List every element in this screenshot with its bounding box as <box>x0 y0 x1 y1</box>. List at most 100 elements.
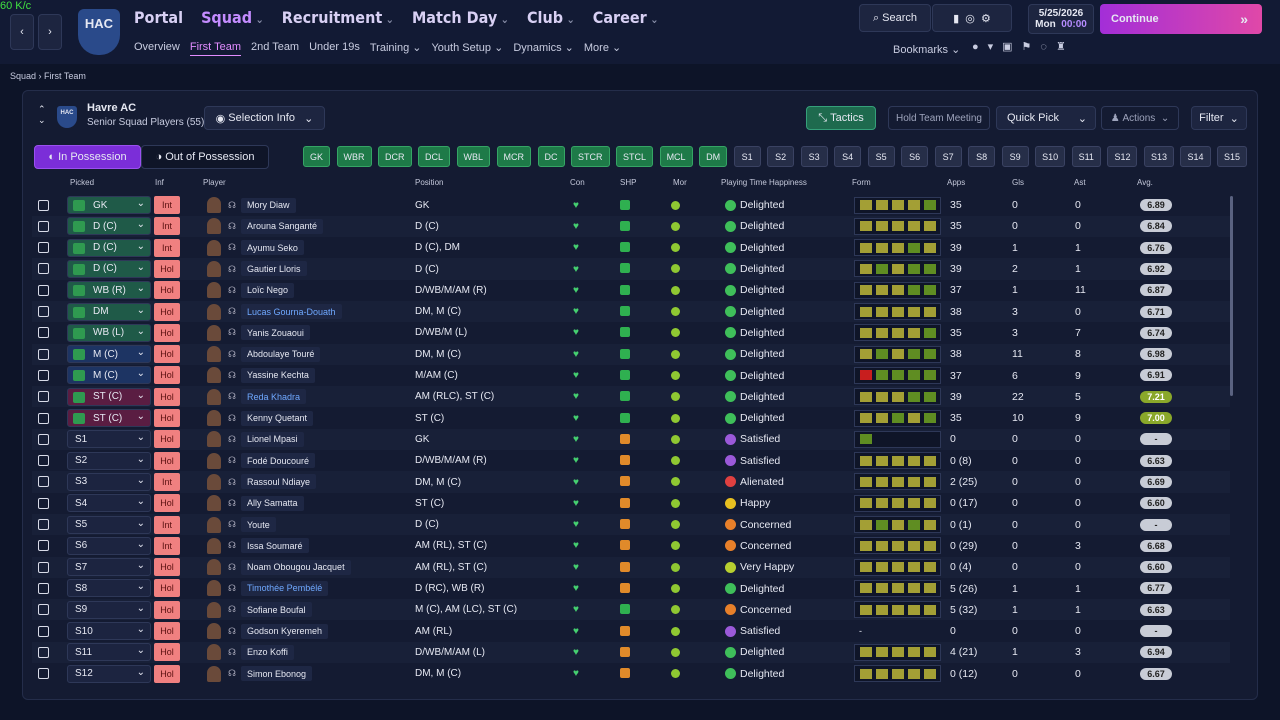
picked-select[interactable]: S5 ⌄ <box>67 515 151 534</box>
back-button[interactable]: ‹ <box>10 14 34 50</box>
position-chip[interactable]: MCL <box>659 146 693 167</box>
column-header[interactable]: Mor <box>673 178 687 187</box>
icon-buttons[interactable]: ▮ ◎ ⚙ <box>932 4 1012 32</box>
inf-tag[interactable]: Hol <box>154 259 180 278</box>
picked-select[interactable]: S12 ⌄ <box>67 664 151 683</box>
in-possession-tab[interactable]: ◐ In Possession <box>34 145 141 169</box>
position-chip[interactable]: WBR <box>336 146 372 167</box>
player-row[interactable]: S2 ⌄ Hol ☊ Fodé Doucouré D/WB/M/AM (R) ♥ Satisf… <box>32 450 1230 472</box>
player-row[interactable]: S5 ⌄ Int ☊ Youte D (C) ♥ Concerned 0 (1) 0 0 - <box>32 514 1230 536</box>
inf-tag[interactable]: Int <box>154 217 180 236</box>
inf-tag[interactable]: Hol <box>154 345 180 364</box>
inf-tag[interactable]: Hol <box>154 579 180 598</box>
player-row[interactable]: S1 ⌄ Hol ☊ Lionel Mpasi GK ♥ Satisfied 0 0 0 - <box>32 428 1230 451</box>
quick-icons[interactable]: ●▾▣⚑◌♜ <box>972 41 1075 53</box>
inf-tag[interactable]: Hol <box>154 430 180 449</box>
checkbox[interactable] <box>38 199 49 211</box>
position-chip[interactable]: DCR <box>378 146 412 167</box>
picked-select[interactable]: S3 ⌄ <box>67 472 151 491</box>
inf-tag[interactable]: Hol <box>154 302 180 321</box>
sub-tab[interactable]: Under 19s <box>309 41 360 53</box>
player-name[interactable]: Lucas Gourna-Douath <box>241 304 342 319</box>
column-header[interactable]: Ast <box>1074 178 1086 187</box>
position-chip[interactable]: S8 <box>968 146 996 167</box>
position-chip[interactable]: DCL <box>418 146 451 167</box>
main-tab[interactable]: Club ⌄ <box>526 8 575 27</box>
picked-select[interactable]: S1 ⌄ <box>67 430 151 449</box>
position-chip[interactable]: STCR <box>571 146 610 167</box>
position-chip[interactable]: S1 <box>733 146 761 167</box>
player-row[interactable]: S12 ⌄ Hol ☊ Simon Ebonog DM, M (C) ♥ Delighted 0… <box>32 663 1230 685</box>
player-row[interactable]: DM ⌄ Hol ☊ Lucas Gourna-Douath DM, M (C) ♥ Deli… <box>32 301 1230 323</box>
player-row[interactable]: S6 ⌄ Int ☊ Issa Soumaré AM (RL), ST (C) ♥ Conce… <box>32 535 1230 557</box>
sub-tab[interactable]: Training ⌄ <box>369 42 422 54</box>
player-row[interactable]: D (C) ⌄ Int ☊ Arouna Sanganté D (C) ♥ Delighted… <box>32 215 1230 238</box>
checkbox[interactable] <box>38 369 49 381</box>
inf-tag[interactable]: Int <box>154 238 180 257</box>
crumb[interactable]: First Team <box>44 71 86 81</box>
position-chip[interactable]: S4 <box>834 146 862 167</box>
column-header[interactable]: Form <box>852 178 871 187</box>
column-header[interactable]: Position <box>415 178 444 187</box>
picked-select[interactable]: D (C) ⌄ <box>67 217 151 236</box>
inf-tag[interactable]: Hol <box>154 622 180 640</box>
player-name[interactable]: Rassoul Ndiaye <box>241 474 317 490</box>
filter-button[interactable]: Filter ⌄ <box>1191 106 1247 130</box>
position-chip[interactable]: S9 <box>1001 146 1029 167</box>
inf-tag[interactable]: Int <box>154 536 180 555</box>
position-chip[interactable]: GK <box>303 146 331 167</box>
picked-select[interactable]: S4 ⌄ <box>67 494 151 513</box>
player-row[interactable]: ST (C) ⌄ Hol ☊ Reda Khadra AM (RLC), ST (C) ♥ D… <box>32 386 1230 408</box>
player-row[interactable]: S11 ⌄ Hol ☊ Enzo Koffi D/WB/M/AM (L) ♥ Delighte… <box>32 641 1230 664</box>
inf-tag[interactable]: Hol <box>154 387 180 406</box>
player-name[interactable]: Loïc Nego <box>241 282 295 298</box>
column-header[interactable]: SHP <box>620 178 637 187</box>
picked-select[interactable]: S9 ⌄ <box>67 600 151 619</box>
bookmarks[interactable]: Bookmarks ⌄ <box>893 44 961 56</box>
inf-tag[interactable]: Hol <box>154 558 180 577</box>
main-tab[interactable]: Squad ⌄ <box>201 8 264 27</box>
picked-select[interactable]: S6 ⌄ <box>67 536 151 555</box>
checkbox[interactable] <box>38 625 49 637</box>
main-tab[interactable]: Career ⌄ <box>592 8 659 27</box>
main-tab[interactable]: Match Day ⌄ <box>411 8 509 27</box>
inf-tag[interactable]: Hol <box>154 600 180 619</box>
sub-tab[interactable]: More ⌄ <box>583 42 622 54</box>
continue-button[interactable]: Continue» <box>1100 4 1262 34</box>
player-name[interactable]: Yanis Zouaoui <box>241 325 310 341</box>
checkbox[interactable] <box>38 242 49 254</box>
player-name[interactable]: Sofiane Boufal <box>241 602 312 618</box>
player-row[interactable]: GK ⌄ Int ☊ Mory Diaw GK ♥ Delighted 35 0 0 6.89 <box>32 194 1230 216</box>
player-name[interactable]: Enzo Koffi <box>241 644 294 660</box>
position-chip[interactable]: S3 <box>800 146 828 167</box>
picked-select[interactable]: M (C) ⌄ <box>67 366 151 385</box>
sub-tab[interactable]: First Team <box>189 41 241 56</box>
player-name[interactable]: Noam Obougou Jacquet <box>241 559 351 575</box>
actions-button[interactable]: ♟ Actions ⌄ <box>1101 106 1179 130</box>
inf-tag[interactable]: Int <box>154 515 180 534</box>
main-tab[interactable]: Recruitment ⌄ <box>281 8 394 27</box>
position-chip[interactable]: DM <box>699 146 728 167</box>
player-row[interactable]: D (C) ⌄ Int ☊ Ayumu Seko D (C), DM ♥ Delighted 3… <box>32 237 1230 259</box>
picked-select[interactable]: WB (L) ⌄ <box>67 323 151 342</box>
inf-tag[interactable]: Int <box>154 472 180 491</box>
player-name[interactable]: Ayumu Seko <box>241 240 304 256</box>
quick-pick-button[interactable]: Quick Pick ⌄ <box>996 106 1096 130</box>
picked-select[interactable]: DM ⌄ <box>67 302 151 321</box>
position-chip[interactable]: S10 <box>1035 146 1066 167</box>
checkbox[interactable] <box>38 348 49 360</box>
player-row[interactable]: S10 ⌄ Hol ☊ Godson Kyeremeh AM (RL) ♥ Satisfied… <box>32 620 1230 642</box>
column-header[interactable]: Apps <box>947 178 966 187</box>
player-row[interactable]: M (C) ⌄ Hol ☊ Abdoulaye Touré DM, M (C) ♥ Delig… <box>32 343 1230 365</box>
selection-info-button[interactable]: ◉ Selection Info ⌄ <box>204 106 325 130</box>
checkbox[interactable] <box>38 433 49 445</box>
checkbox[interactable] <box>38 604 49 616</box>
picked-select[interactable]: D (C) ⌄ <box>67 259 151 278</box>
inf-tag[interactable]: Hol <box>154 409 180 427</box>
player-row[interactable]: M (C) ⌄ Hol ☊ Yassine Kechta M/AM (C) ♥ Delight… <box>32 364 1230 387</box>
player-row[interactable]: S7 ⌄ Hol ☊ Noam Obougou Jacquet AM (RL), ST (… <box>32 556 1230 578</box>
picked-select[interactable]: WB (R) ⌄ <box>67 281 151 300</box>
player-row[interactable]: S3 ⌄ Int ☊ Rassoul Ndiaye DM, M (C) ♥ Alienated… <box>32 471 1230 493</box>
player-name[interactable]: Timothée Pembélé <box>241 580 329 596</box>
position-chip[interactable]: S7 <box>934 146 962 167</box>
